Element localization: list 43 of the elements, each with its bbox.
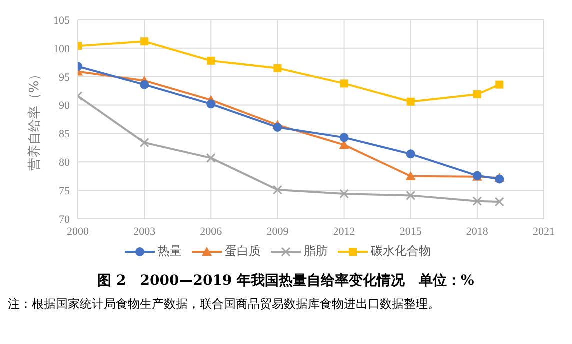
x-tick-label: 2012 bbox=[333, 226, 356, 238]
y-tick-label: 90 bbox=[59, 100, 70, 112]
point bbox=[473, 90, 482, 98]
y-tick-label: 85 bbox=[59, 128, 70, 141]
point bbox=[406, 171, 416, 180]
legend-label: 碳水化合物 bbox=[371, 243, 431, 260]
legend-label: 蛋白质 bbox=[225, 243, 261, 260]
point bbox=[272, 185, 282, 195]
point bbox=[494, 197, 504, 207]
point bbox=[406, 98, 415, 106]
x-tick-label: 2003 bbox=[134, 226, 156, 238]
x-tick-label: 2000 bbox=[67, 226, 90, 238]
point bbox=[496, 80, 504, 89]
x-tick-label: 2018 bbox=[466, 226, 489, 238]
point bbox=[207, 56, 216, 65]
point bbox=[406, 150, 416, 159]
point bbox=[140, 38, 149, 46]
y-tick-label: 80 bbox=[59, 157, 70, 170]
point bbox=[206, 100, 216, 109]
point bbox=[274, 64, 282, 72]
y-axis-title: 营养自给率（%） bbox=[26, 68, 43, 172]
point bbox=[472, 196, 482, 206]
x-tick-label: 2015 bbox=[400, 226, 422, 238]
legend-label: 脂肪 bbox=[304, 243, 328, 260]
y-tick-label: 105 bbox=[54, 14, 70, 27]
text: 图 2 2000—2019 年我国热量自给率变化情况 单位：% bbox=[96, 272, 476, 290]
point bbox=[340, 133, 349, 142]
legend-label: 热量 bbox=[158, 243, 182, 260]
point bbox=[340, 80, 348, 88]
point bbox=[273, 122, 282, 132]
point bbox=[206, 153, 216, 163]
point bbox=[140, 80, 150, 90]
text: 注：根据国家统计局食物生产数据，联合国商品贸易数据库食物进出口数据整理。 bbox=[8, 296, 441, 313]
y-tick-label: 75 bbox=[59, 185, 70, 198]
point bbox=[140, 138, 150, 148]
x-tick-label: 2006 bbox=[200, 226, 223, 238]
x-tick-label: 2009 bbox=[266, 226, 290, 238]
point bbox=[406, 190, 416, 200]
y-tick-label: 100 bbox=[54, 43, 70, 56]
y-tick-label: 70 bbox=[59, 214, 70, 226]
x-tick-label: 2021 bbox=[533, 226, 555, 238]
y-tick-label: 95 bbox=[59, 72, 70, 84]
point bbox=[340, 189, 350, 199]
